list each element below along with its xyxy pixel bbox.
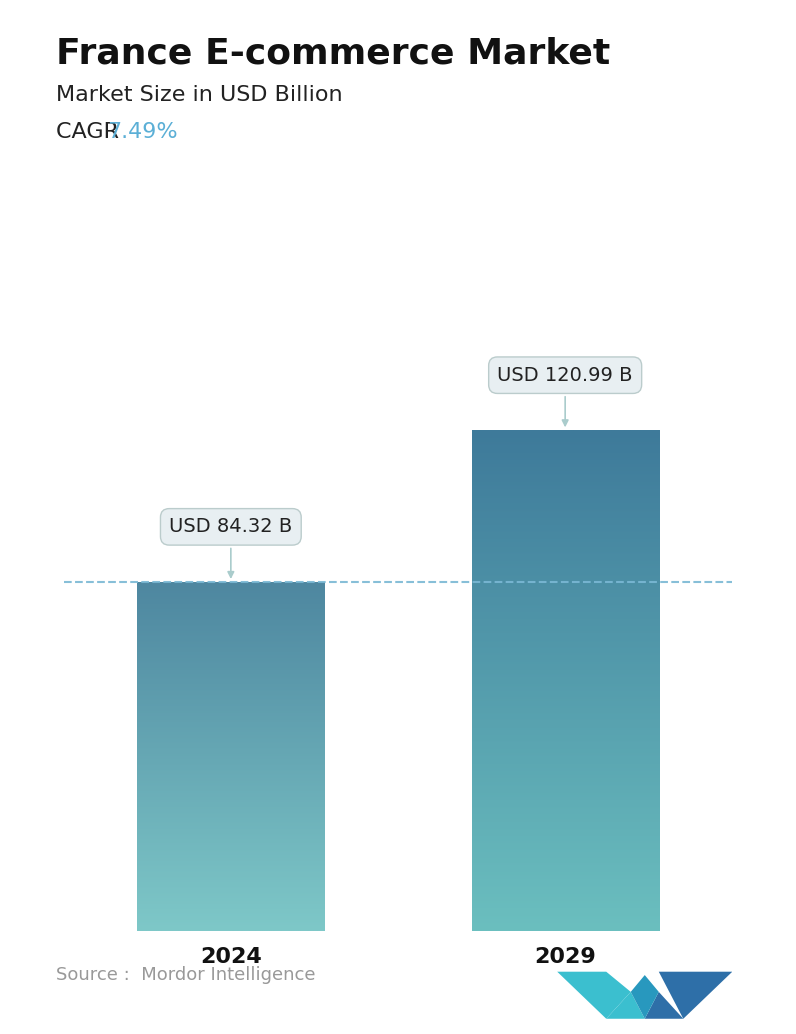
Polygon shape bbox=[659, 972, 732, 1018]
Text: CAGR: CAGR bbox=[56, 122, 126, 142]
Polygon shape bbox=[607, 992, 645, 1018]
Text: France E-commerce Market: France E-commerce Market bbox=[56, 36, 610, 70]
Text: Source :  Mordor Intelligence: Source : Mordor Intelligence bbox=[56, 967, 315, 984]
Polygon shape bbox=[557, 972, 630, 1018]
Text: 7.49%: 7.49% bbox=[107, 122, 178, 142]
Text: Market Size in USD Billion: Market Size in USD Billion bbox=[56, 85, 342, 104]
Text: USD 84.32 B: USD 84.32 B bbox=[170, 517, 292, 577]
Text: USD 120.99 B: USD 120.99 B bbox=[498, 366, 633, 426]
Polygon shape bbox=[645, 992, 683, 1018]
Polygon shape bbox=[630, 975, 659, 1018]
